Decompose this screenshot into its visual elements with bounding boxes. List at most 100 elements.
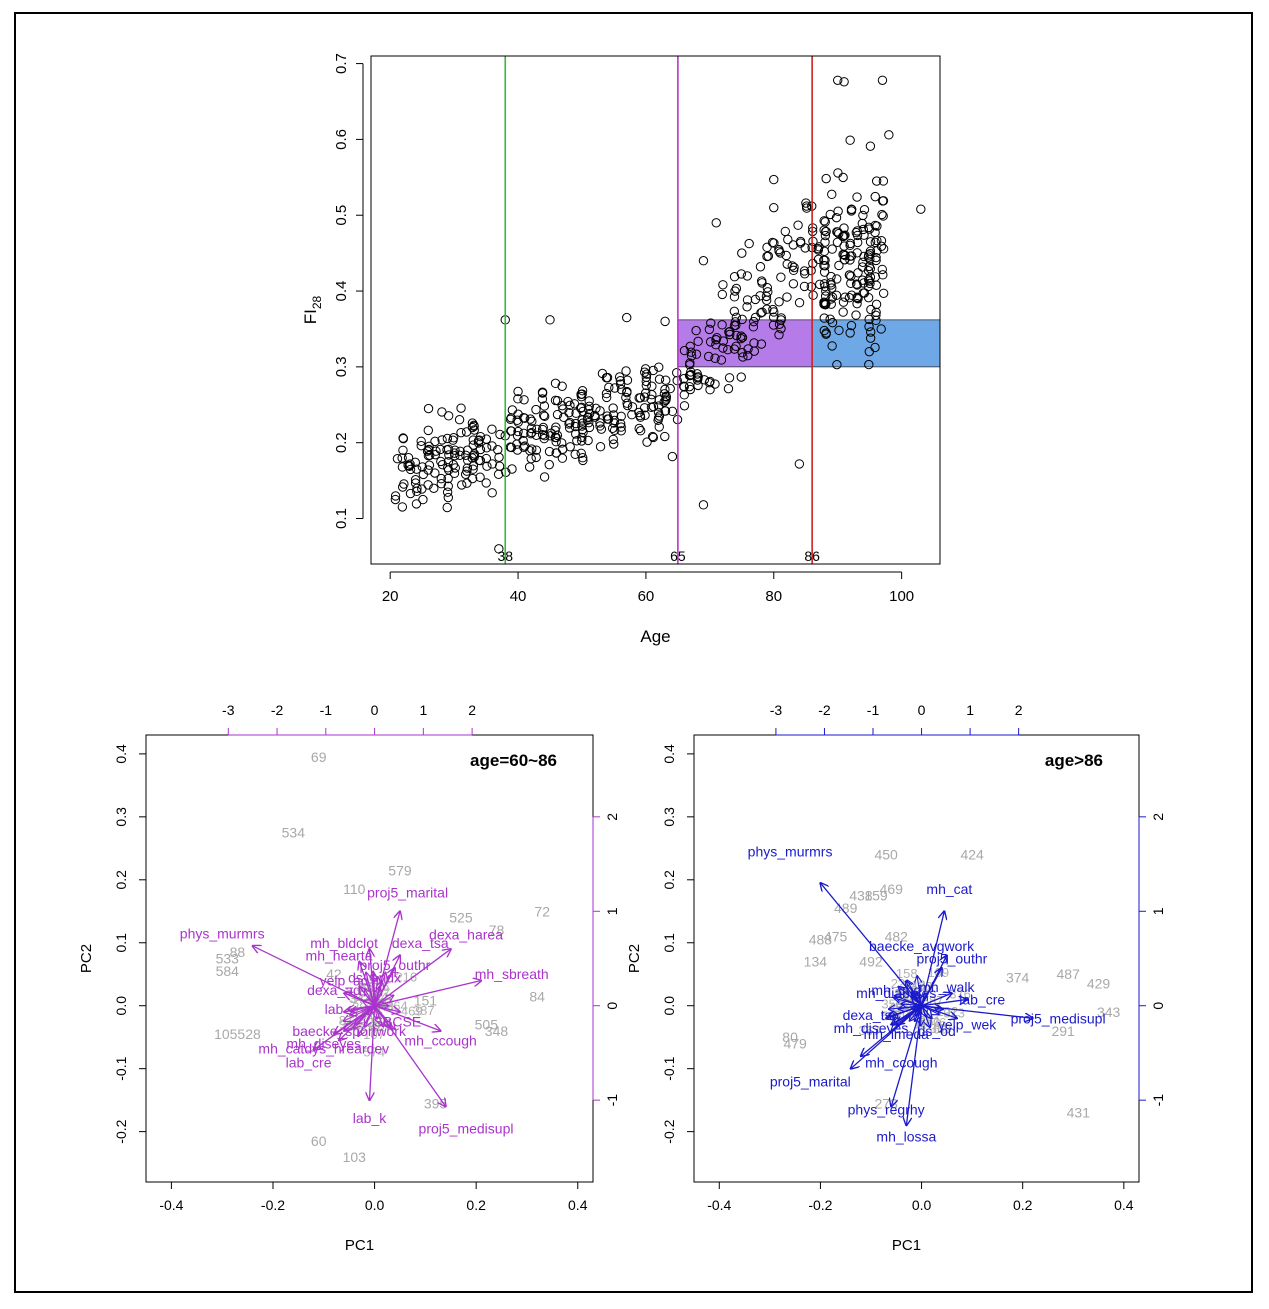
data-point (481, 478, 491, 488)
data-point (808, 236, 818, 247)
sample-label: 216 (395, 970, 417, 985)
data-point (405, 488, 416, 499)
y-tick-label: 0.7 (333, 53, 350, 74)
data-point (762, 283, 773, 293)
loading-label: lab_cre (959, 991, 1005, 1007)
data-point (390, 491, 401, 501)
data-point (859, 251, 869, 262)
y-axis-title: PC2 (78, 944, 95, 973)
data-point (833, 75, 843, 85)
data-point (762, 242, 772, 253)
right-tick-label: 2 (1150, 813, 1166, 821)
data-point (660, 384, 670, 395)
data-point (877, 264, 887, 275)
data-point (857, 262, 868, 272)
data-point (577, 432, 587, 443)
data-point (698, 500, 709, 510)
loading-label: mh_catdys_hreardev (258, 1041, 389, 1057)
x-tick-label: 40 (510, 588, 527, 605)
data-point (493, 469, 504, 480)
data-point (404, 461, 415, 471)
loading-label: dexa_tsa (843, 1007, 900, 1023)
data-point (819, 325, 829, 336)
sample-label: 492 (859, 954, 883, 970)
data-point (776, 313, 786, 323)
loading-label: mh_diabetes (856, 985, 936, 1001)
data-point (565, 442, 575, 452)
data-point (557, 381, 567, 391)
data-point (756, 308, 766, 318)
data-point (595, 421, 605, 431)
data-point (672, 368, 682, 378)
loading-label: mh_ccough (404, 1032, 476, 1048)
right-tick-label: 2 (604, 813, 620, 821)
loading-label: lab (325, 1001, 344, 1017)
data-point (526, 429, 536, 439)
top-tick-label: 1 (419, 702, 427, 718)
x-tick-label: 0.2 (1013, 1197, 1033, 1213)
data-point (640, 388, 651, 398)
right-tick-label: 0 (1150, 1002, 1166, 1010)
data-point (423, 425, 433, 436)
data-point (749, 338, 759, 348)
data-point (705, 337, 716, 347)
loading-label: mh_cat (926, 881, 972, 897)
data-point (424, 460, 435, 470)
data-point (559, 412, 569, 423)
data-point (473, 438, 484, 448)
data-point (878, 196, 889, 206)
data-point (462, 466, 472, 476)
right-tick-label: 0 (604, 1002, 620, 1010)
sample-label: 105528 (214, 1026, 261, 1042)
y-tick-label: 0.2 (113, 870, 129, 890)
data-point (513, 386, 523, 397)
data-point (461, 450, 471, 460)
x-axis-title: PC1 (345, 1237, 374, 1254)
loading-label: proj5_outhr (916, 951, 987, 967)
data-point (801, 203, 812, 213)
data-point (616, 411, 626, 422)
data-point (467, 422, 478, 433)
data-point (780, 226, 790, 237)
loading-label: mh_lossa (876, 1129, 936, 1145)
data-point (840, 255, 850, 265)
data-point (800, 243, 810, 253)
data-point (827, 292, 838, 302)
data-point (723, 345, 733, 355)
data-point (737, 248, 747, 258)
data-point (821, 286, 831, 296)
data-point (679, 345, 690, 356)
data-point (661, 392, 672, 402)
loading-label: proj5_outhr (359, 957, 430, 973)
loading-label: phys_regrhy (848, 1102, 925, 1118)
data-point (737, 314, 747, 325)
loading-arrow (374, 974, 375, 1006)
data-point (852, 298, 862, 309)
loading-label: mh_hearta (306, 947, 373, 963)
data-point (443, 456, 454, 467)
data-point (769, 174, 779, 185)
data-point (808, 290, 818, 300)
data-point (838, 172, 848, 183)
data-point (424, 441, 434, 452)
sample-label: 80 (782, 1029, 798, 1045)
data-point (526, 423, 537, 434)
data-point (519, 428, 529, 439)
top-tick-label: 0 (918, 702, 926, 718)
data-point (864, 359, 874, 370)
sample-label: 84 (529, 988, 545, 1004)
top-tick-label: 0 (371, 702, 379, 718)
data-point (845, 240, 855, 251)
data-point (537, 394, 548, 404)
data-point (621, 366, 631, 376)
loading-arrow (370, 1005, 376, 1100)
sample-label: 134 (804, 954, 828, 970)
data-point (461, 427, 472, 437)
data-point (398, 433, 409, 444)
data-point (563, 396, 573, 407)
data-point (512, 445, 523, 455)
top-tick-label: -1 (320, 702, 333, 718)
loading-arrow (374, 995, 394, 1007)
data-point (679, 390, 689, 400)
